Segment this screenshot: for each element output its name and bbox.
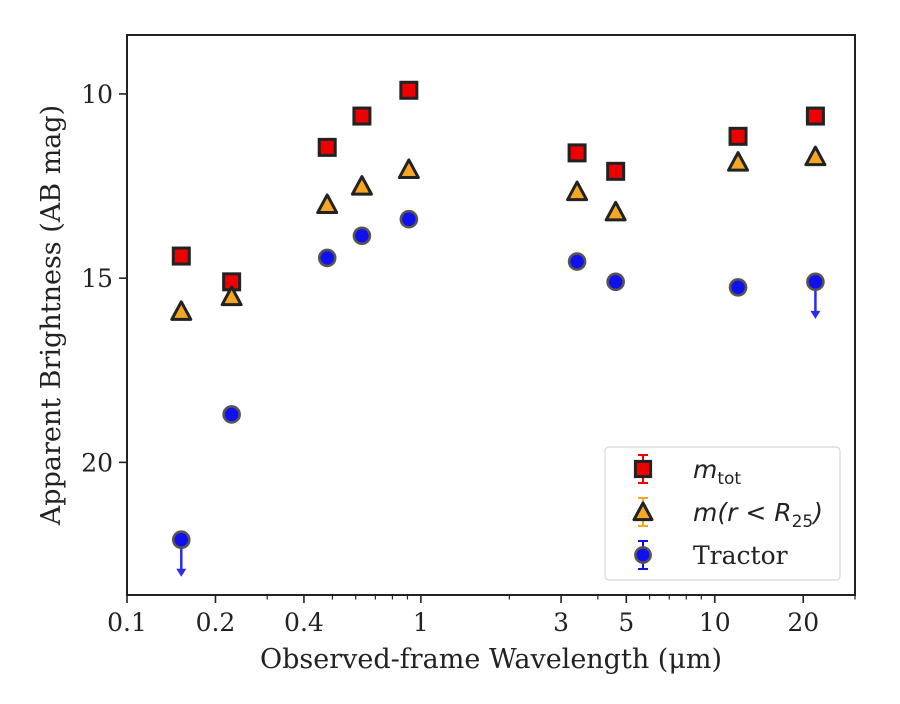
triangle-point: [804, 145, 827, 167]
marks-layer: [170, 80, 827, 577]
circle-point: [806, 272, 825, 292]
triangle-point: [350, 175, 373, 196]
legend-marker-circle: [634, 546, 652, 564]
triangle-point: [727, 151, 750, 172]
circle-point: [606, 272, 625, 292]
circle-point: [399, 209, 419, 229]
x-axis-label: Observed-frame Wavelength (μm): [260, 644, 722, 675]
legend-label: m(r < R25): [693, 498, 823, 532]
legend-marker-square: [633, 459, 653, 479]
circle-point: [171, 530, 191, 550]
x-tick-label: 0.4: [284, 608, 324, 637]
y-tick-label: 15: [81, 264, 113, 293]
square-point: [805, 106, 825, 126]
triangle-point: [316, 193, 339, 215]
y-axis-label: Apparent Brightness (AB mag): [36, 105, 67, 526]
circle-point: [352, 226, 372, 246]
plot-frame: [126, 34, 856, 596]
x-tick-label: 5: [618, 608, 634, 637]
square-point: [317, 137, 337, 157]
square-point: [728, 126, 748, 146]
triangle-point: [170, 300, 193, 321]
x-tick-label: 3: [553, 608, 569, 637]
square-point: [399, 80, 419, 100]
square-point: [352, 106, 372, 126]
x-tick-label: 0.1: [107, 608, 147, 637]
triangle-point: [397, 158, 420, 180]
y-tick-label: 20: [81, 448, 113, 477]
circle-point: [317, 248, 337, 268]
series-square: [171, 80, 825, 292]
y-tick-label: 10: [81, 80, 113, 109]
axes-layer: 0.1 0.2 0.4 1 3 5 10 20 10 15 20 Observed-frame Wav…: [36, 34, 856, 675]
circle-point: [567, 252, 587, 271]
x-tick-label: 1: [413, 608, 429, 637]
series-triangle: [170, 145, 827, 321]
upper-limit-arrow-head: [176, 568, 187, 577]
upper-limit-arrow-head: [810, 310, 821, 319]
legend-box: [604, 446, 841, 581]
square-point: [171, 246, 191, 266]
triangle-point: [604, 200, 627, 222]
legend-marker-triangle: [632, 501, 654, 522]
circle-point: [728, 278, 748, 297]
square-point: [567, 143, 587, 163]
triangle-point: [566, 180, 589, 202]
legend-label: Tractor: [693, 541, 788, 570]
triangle-point: [220, 285, 243, 307]
x-tick-label: 20: [787, 608, 819, 637]
x-tick-label: 10: [699, 608, 731, 637]
legend-label: mtot: [693, 455, 741, 489]
x-tick-label: 0.2: [196, 608, 236, 637]
legend-layer: mtot m(r < R25) Tractor: [604, 446, 841, 581]
circle-point: [222, 405, 241, 424]
square-point: [606, 161, 626, 181]
series-circle: [171, 209, 825, 577]
